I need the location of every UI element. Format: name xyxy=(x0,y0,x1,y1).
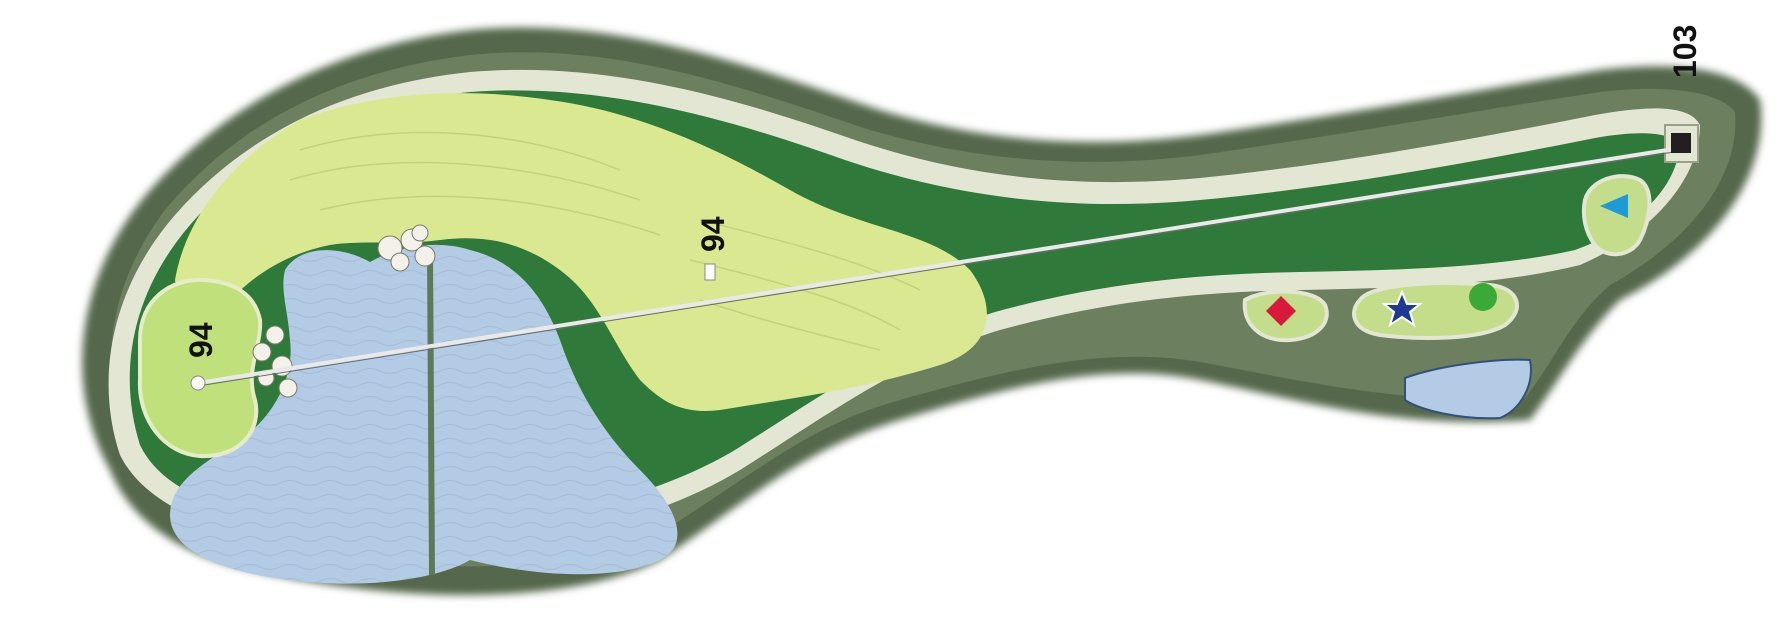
fairway-marker xyxy=(704,263,716,281)
water-contours xyxy=(170,244,678,584)
small-pond xyxy=(1404,358,1532,420)
red-tee-marker xyxy=(1266,296,1296,326)
bunkers xyxy=(252,224,436,398)
fairway xyxy=(175,93,987,411)
black-tee-marker xyxy=(1671,133,1691,153)
fairway-contours xyxy=(289,131,921,351)
green-tee-marker xyxy=(1469,283,1497,311)
white-tee-star-marker xyxy=(1381,289,1423,328)
yardage-line xyxy=(197,146,1681,385)
yardage-label-tee: 103 xyxy=(1667,25,1703,78)
yardage-label-fairway: 94 xyxy=(695,216,731,252)
putting-green xyxy=(137,277,263,459)
green-target-dot xyxy=(190,375,206,391)
water-divider xyxy=(427,249,435,576)
yardage-label-green: 94 xyxy=(183,322,219,358)
blue-tee-marker xyxy=(1600,194,1628,218)
tee-box-blue xyxy=(1581,174,1652,257)
